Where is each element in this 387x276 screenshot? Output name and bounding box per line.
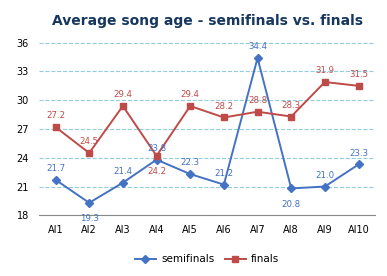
Text: 21.0: 21.0 xyxy=(315,171,334,180)
semifinals xyxy=(255,56,260,60)
finals xyxy=(222,116,226,119)
Text: 28.3: 28.3 xyxy=(282,100,301,110)
Text: 24.2: 24.2 xyxy=(147,167,166,176)
Text: 34.4: 34.4 xyxy=(248,42,267,51)
semifinals xyxy=(356,163,361,166)
semifinals xyxy=(87,201,92,205)
Text: 23.3: 23.3 xyxy=(349,148,368,158)
semifinals xyxy=(323,185,327,188)
finals xyxy=(53,125,58,129)
Text: 23.8: 23.8 xyxy=(147,144,166,153)
Line: finals: finals xyxy=(52,79,362,159)
Text: 21.7: 21.7 xyxy=(46,164,65,173)
Text: 22.3: 22.3 xyxy=(181,158,200,167)
Text: 21.4: 21.4 xyxy=(113,167,132,176)
semifinals xyxy=(154,158,159,161)
Legend: semifinals, finals: semifinals, finals xyxy=(131,250,283,268)
Text: 29.4: 29.4 xyxy=(113,90,132,99)
semifinals xyxy=(289,187,294,190)
Text: 27.2: 27.2 xyxy=(46,111,65,120)
finals xyxy=(323,80,327,84)
finals xyxy=(289,115,294,118)
Text: 20.8: 20.8 xyxy=(282,200,301,209)
Text: 24.5: 24.5 xyxy=(80,137,99,146)
Text: 31.5: 31.5 xyxy=(349,70,368,79)
finals xyxy=(188,104,193,108)
finals xyxy=(255,110,260,113)
finals xyxy=(87,151,92,155)
finals xyxy=(154,154,159,158)
finals xyxy=(356,84,361,87)
Text: 19.3: 19.3 xyxy=(80,214,99,223)
semifinals xyxy=(188,172,193,176)
Text: 31.9: 31.9 xyxy=(315,66,334,75)
semifinals xyxy=(121,181,125,184)
semifinals xyxy=(222,183,226,186)
Text: 21.2: 21.2 xyxy=(214,169,233,178)
semifinals xyxy=(53,178,58,181)
Text: 28.8: 28.8 xyxy=(248,96,267,105)
finals xyxy=(121,104,125,108)
Text: 29.4: 29.4 xyxy=(181,90,200,99)
Line: semifinals: semifinals xyxy=(52,55,362,206)
Title: Average song age - semifinals vs. finals: Average song age - semifinals vs. finals xyxy=(51,14,363,28)
Text: 28.2: 28.2 xyxy=(214,102,233,111)
